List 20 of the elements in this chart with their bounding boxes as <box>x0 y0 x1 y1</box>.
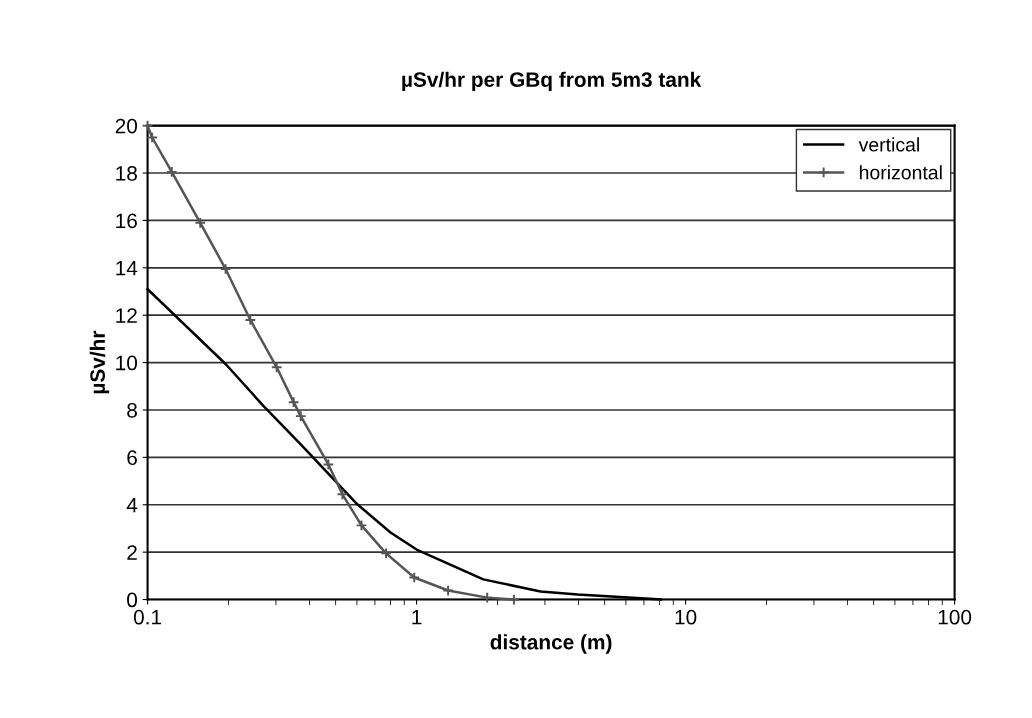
x-tick-label: 0.1 <box>133 609 162 625</box>
y-tick-label: 0 <box>127 592 138 608</box>
x-axis-title: distance (m) <box>490 634 612 654</box>
y-tick-label: 6 <box>127 450 137 466</box>
y-axis-title: µSv/hr <box>89 330 110 394</box>
y-tick-label: 18 <box>116 166 137 181</box>
y-tick-label: 4 <box>126 497 138 513</box>
legend-label: horizontal <box>859 165 942 180</box>
y-tick-label: 2 <box>127 545 137 560</box>
y-tick-label: 20 <box>115 118 138 134</box>
y-tick-label: 12 <box>116 308 137 323</box>
y-tick-label: 10 <box>116 355 138 371</box>
y-tick-label: 14 <box>116 261 138 276</box>
x-tick-label: 100 <box>938 609 972 625</box>
x-tick-label: 1 <box>412 610 422 625</box>
y-tick-label: 16 <box>116 213 137 229</box>
x-tick-label: 10 <box>675 609 697 625</box>
legend-label: vertical <box>858 137 919 152</box>
chart-title: µSv/hr per GBq from 5m3 tank <box>402 71 702 92</box>
y-tick-label: 8 <box>127 402 137 418</box>
